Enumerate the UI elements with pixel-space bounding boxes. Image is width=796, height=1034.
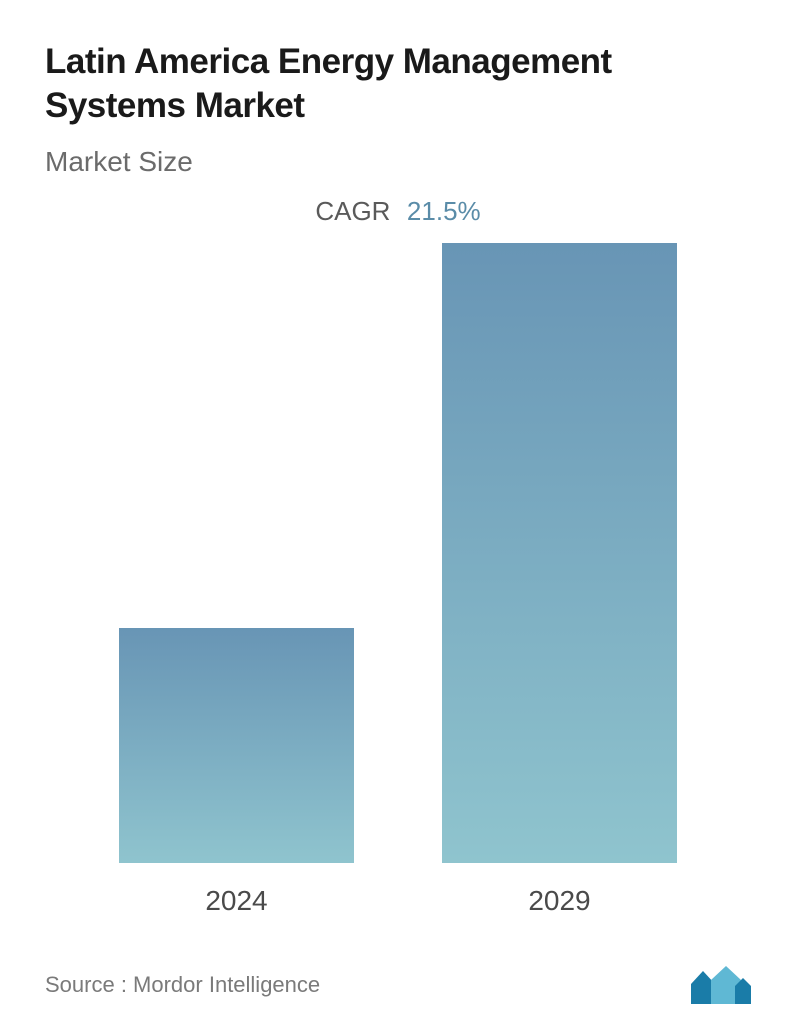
cagr-label: CAGR (315, 196, 390, 226)
cagr-value: 21.5% (407, 196, 481, 226)
chart-subtitle: Market Size (45, 146, 751, 178)
bar-group-0: 2024 (119, 628, 354, 917)
chart-title: Latin America Energy Management Systems … (45, 40, 751, 128)
bar-0 (119, 628, 354, 863)
bar-chart: 2024 2029 (45, 257, 751, 917)
footer: Source : Mordor Intelligence (45, 966, 751, 1004)
bar-group-1: 2029 (442, 243, 677, 917)
cagr-row: CAGR 21.5% (45, 196, 751, 227)
bar-1 (442, 243, 677, 863)
logo-icon (691, 966, 751, 1004)
bar-label-0: 2024 (205, 885, 267, 917)
source-text: Source : Mordor Intelligence (45, 972, 320, 998)
bar-label-1: 2029 (528, 885, 590, 917)
